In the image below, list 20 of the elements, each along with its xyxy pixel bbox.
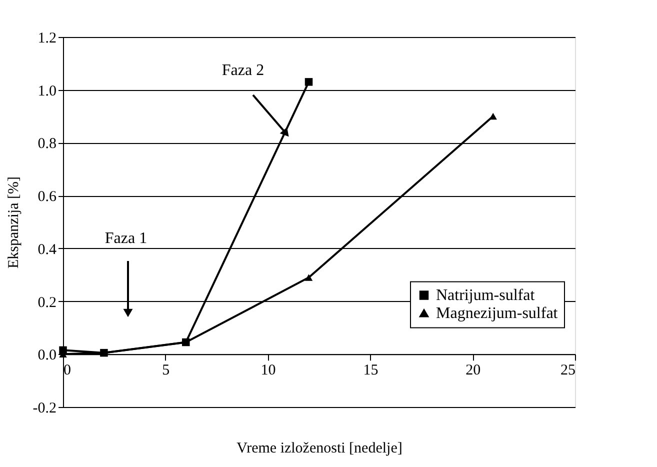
x-tick-label: 25 bbox=[560, 362, 576, 379]
x-tick-label: 5 bbox=[162, 362, 170, 379]
annotation: Faza 2 bbox=[222, 62, 264, 79]
y-tick-label: 0.4 bbox=[38, 242, 57, 258]
y-tick-label: 0.2 bbox=[38, 294, 56, 311]
annotation: Faza 1 bbox=[104, 230, 148, 247]
y-tick-label: 0.8 bbox=[38, 136, 56, 152]
y-tick-label: 0.6 bbox=[38, 189, 57, 206]
y-tick-label: 1.2 bbox=[38, 30, 56, 46]
x-axis-title: Vreme izloženosti [nedelje] bbox=[236, 440, 402, 456]
y-tick-label: 0.0 bbox=[38, 348, 56, 364]
y-tick-label: -0.2 bbox=[32, 400, 56, 416]
x-tick-label: 10 bbox=[260, 362, 276, 379]
x-tick-label: 15 bbox=[363, 362, 378, 379]
y-axis-title: Ekspanzija [%] bbox=[6, 176, 22, 269]
y-tick-label: 1.0 bbox=[38, 83, 56, 100]
legend-label: Natrijum-sulfat bbox=[436, 287, 536, 304]
legend-label: Magnezijum-sulfat bbox=[436, 305, 558, 322]
x-tick-label: 0 bbox=[64, 362, 71, 379]
x-tick-label: 20 bbox=[466, 362, 481, 379]
